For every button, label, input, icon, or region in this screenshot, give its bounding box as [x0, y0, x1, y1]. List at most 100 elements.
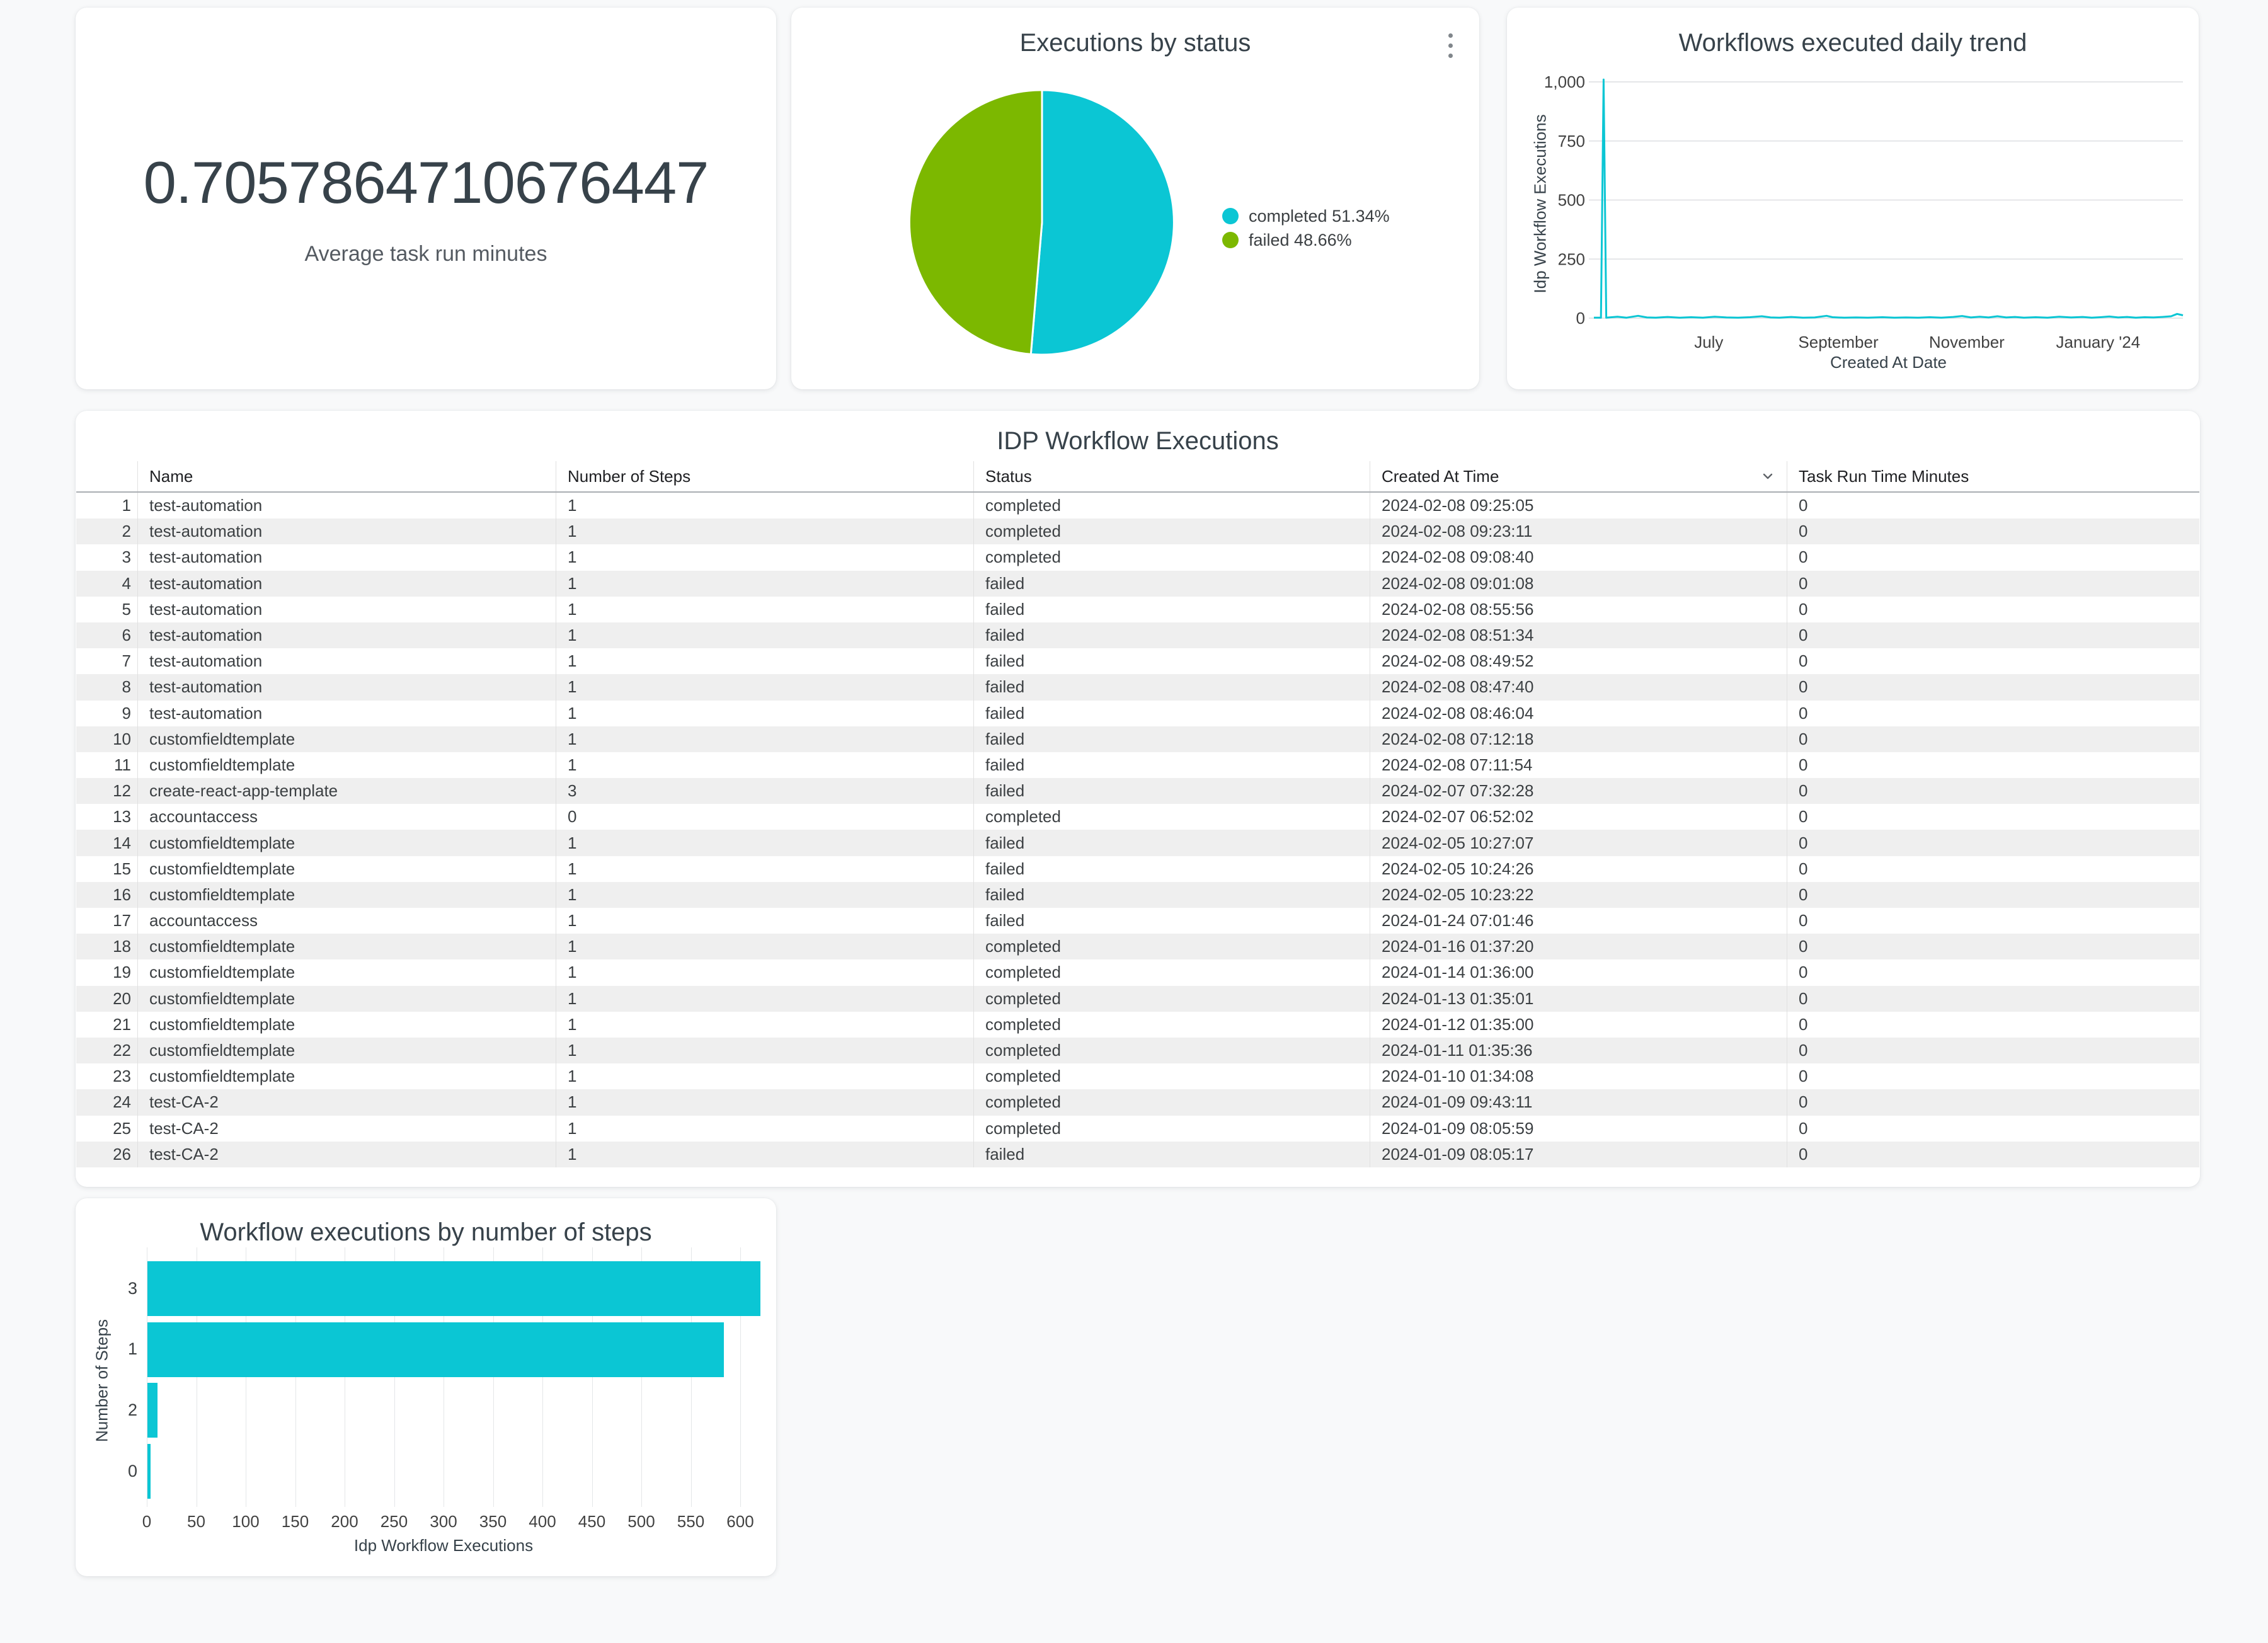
table-row: 26 test-CA-2 1 failed 2024-01-09 08:05:17 0	[76, 1141, 2199, 1167]
line-series	[1594, 78, 2184, 319]
cell-status: failed	[973, 778, 1370, 804]
cell-created-at-time: 2024-02-05 10:23:22	[1370, 881, 1787, 908]
cell-number-of-steps: 1	[556, 1115, 973, 1142]
cell-number-of-steps: 1	[556, 1011, 973, 1038]
cell-created-at-time: 2024-02-08 09:08:40	[1370, 544, 1787, 571]
table-row: 20 customfieldtemplate 1 completed 2024-01-1…	[76, 985, 2199, 1012]
cell-number-of-steps: 1	[556, 596, 973, 622]
cell-name: test-automation	[137, 518, 556, 545]
line-y-tick: 250	[1558, 249, 1585, 268]
column-header-label: Name	[149, 466, 193, 486]
cell-created-at-time: 2024-02-08 09:25:05	[1370, 493, 1787, 519]
cell-number-of-steps: 1	[556, 518, 973, 545]
cell-number-of-steps: 1	[556, 1037, 973, 1064]
cell-created-at-time: 2024-02-08 08:51:34	[1370, 622, 1787, 649]
column-header-name[interactable]: Name	[137, 461, 556, 491]
line-x-tick: September	[1798, 333, 1879, 352]
table-row: 15 customfieldtemplate 1 failed 2024-02-05 1…	[76, 856, 2199, 882]
bar-gridline	[295, 1247, 296, 1507]
legend-item-failed: failed 48.66%	[1222, 228, 1390, 252]
bar-category-label: 2	[127, 1400, 137, 1419]
cell-name: test-automation	[137, 674, 556, 701]
cell-task-run-time-minutes: 0	[1787, 493, 2199, 519]
cell-created-at-time: 2024-01-09 08:05:17	[1370, 1141, 1787, 1167]
cell-name: test-automation	[137, 596, 556, 622]
cell-name: customfieldtemplate	[137, 985, 556, 1012]
table-row: 12 create-react-app-template 3 failed 2024-0…	[76, 778, 2199, 804]
bar-x-axis-title: Idp Workflow Executions	[353, 1536, 534, 1555]
cell-name: customfieldtemplate	[137, 856, 556, 882]
bar-gridline	[740, 1247, 741, 1507]
cell-status: failed	[973, 622, 1370, 649]
column-header-task-run-time-minutes[interactable]: Task Run Time Minutes	[1787, 461, 2199, 491]
bar-x-tick: 350	[479, 1512, 507, 1531]
cell-created-at-time: 2024-02-08 07:12:18	[1370, 726, 1787, 752]
bar-category-label: 0	[127, 1461, 137, 1480]
row-number: 11	[114, 755, 131, 774]
cell-task-run-time-minutes: 0	[1787, 726, 2199, 752]
table-row: 2 test-automation 1 completed 2024-02-08 09:…	[76, 518, 2199, 545]
row-number: 19	[113, 963, 131, 982]
line-y-tick: 1,000	[1544, 72, 1585, 91]
row-number: 6	[122, 626, 131, 645]
row-number: 26	[113, 1144, 131, 1164]
row-number: 23	[113, 1067, 131, 1086]
cell-created-at-time: 2024-01-09 08:05:59	[1370, 1115, 1787, 1142]
cell-name: customfieldtemplate	[137, 830, 556, 856]
cell-task-run-time-minutes: 0	[1787, 544, 2199, 571]
row-number: 9	[122, 703, 131, 723]
row-number: 5	[122, 599, 131, 619]
table-header-row: Name Number of Steps Status Created At Time…	[76, 461, 2199, 493]
cell-status: failed	[973, 856, 1370, 882]
bar-steps-2	[147, 1383, 158, 1438]
cell-status: completed	[973, 804, 1370, 830]
pie-slice-failed	[908, 89, 1043, 355]
cell-created-at-time: 2024-02-07 07:32:28	[1370, 778, 1787, 804]
cell-number-of-steps: 1	[556, 726, 973, 752]
bar-category-label: 3	[127, 1278, 137, 1298]
row-number: 2	[122, 522, 131, 541]
cell-task-run-time-minutes: 0	[1787, 881, 2199, 908]
legend-item-completed: completed 51.34%	[1222, 204, 1390, 228]
cell-status: completed	[973, 544, 1370, 571]
bar-gridline	[641, 1247, 642, 1507]
sort-descending-chevron-icon[interactable]	[1760, 469, 1775, 484]
cell-task-run-time-minutes: 0	[1787, 596, 2199, 622]
cell-created-at-time: 2024-01-09 09:43:11	[1370, 1089, 1787, 1116]
cell-created-at-time: 2024-01-16 01:37:20	[1370, 934, 1787, 960]
legend-label: failed 48.66%	[1249, 230, 1352, 249]
column-header-created-at-time[interactable]: Created At Time	[1370, 461, 1787, 491]
cell-number-of-steps: 1	[556, 570, 973, 597]
cell-status: failed	[973, 726, 1370, 752]
row-number: 15	[113, 859, 131, 878]
cell-name: create-react-app-template	[137, 778, 556, 804]
row-number: 20	[113, 988, 131, 1008]
pie-slice-completed	[1029, 89, 1175, 356]
legend-dot	[1222, 232, 1239, 248]
column-header-status[interactable]: Status	[973, 461, 1370, 491]
row-number: 18	[113, 937, 131, 956]
more-options-icon[interactable]	[1438, 23, 1463, 68]
line-y-tick: 750	[1558, 132, 1585, 151]
cell-number-of-steps: 1	[556, 959, 973, 986]
table-row: 17 accountaccess 1 failed 2024-01-24 07:01:4…	[76, 908, 2199, 934]
column-header-number-of-steps[interactable]: Number of Steps	[556, 461, 973, 491]
table-row: 10 customfieldtemplate 1 failed 2024-02-08 0…	[76, 726, 2199, 752]
table-row: 13 accountaccess 0 completed 2024-02-07 06:5…	[76, 804, 2199, 830]
cell-status: completed	[973, 493, 1370, 519]
cell-number-of-steps: 1	[556, 700, 973, 726]
row-number: 13	[113, 807, 131, 827]
line-x-tick: November	[1929, 333, 2005, 352]
column-header-row-number[interactable]	[76, 461, 137, 491]
table-row: 4 test-automation 1 failed 2024-02-08 09:01:…	[76, 570, 2199, 597]
cell-name: customfieldtemplate	[137, 1037, 556, 1064]
line-y-tick: 0	[1576, 309, 1585, 328]
row-number: 25	[113, 1118, 131, 1138]
row-number: 17	[113, 911, 131, 930]
cell-name: test-CA-2	[137, 1115, 556, 1142]
cell-number-of-steps: 1	[556, 856, 973, 882]
cell-created-at-time: 2024-02-08 08:55:56	[1370, 596, 1787, 622]
line-chart-title: Workflows executed daily trend	[1678, 29, 2027, 57]
bar-gridline	[592, 1247, 593, 1507]
